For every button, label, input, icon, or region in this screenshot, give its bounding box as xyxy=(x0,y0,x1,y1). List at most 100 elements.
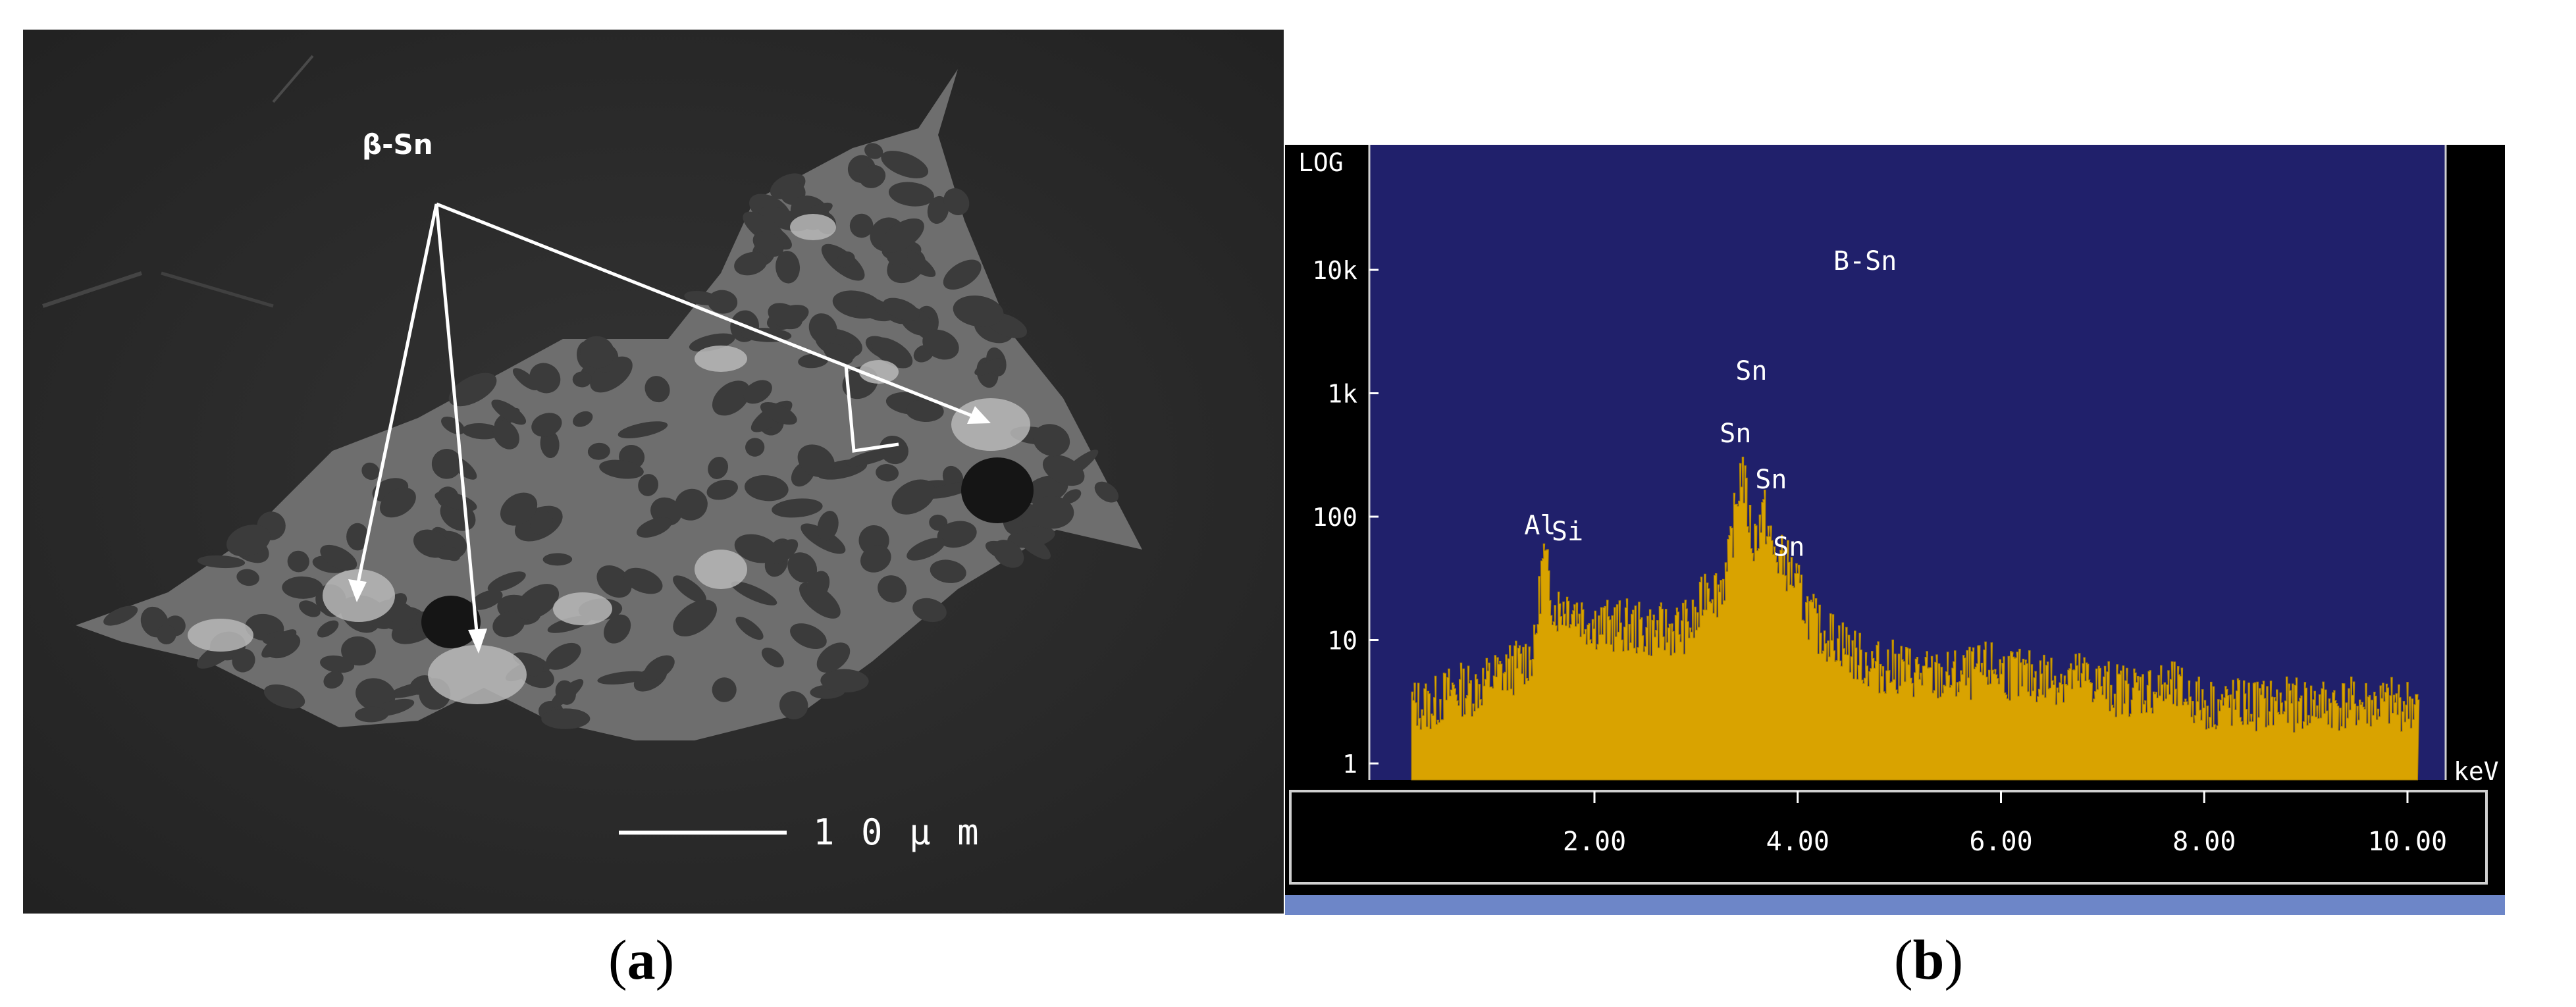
dark-phase-blob xyxy=(879,435,908,465)
dark-phase-blob xyxy=(263,684,305,709)
dark-phase-blob xyxy=(638,474,659,496)
dark-phase-blob xyxy=(287,550,309,573)
dark-phase-blob xyxy=(817,511,839,541)
dark-phase-blob xyxy=(876,464,899,482)
dark-phase-blobs xyxy=(103,143,1119,729)
dark-phase-blob xyxy=(1063,489,1082,504)
dark-phase-blob xyxy=(500,492,538,526)
dark-phase-blob xyxy=(1033,424,1070,457)
dark-phase-blob xyxy=(837,251,855,268)
dark-phase-blob xyxy=(540,429,560,459)
peak-label: Sn xyxy=(1755,465,1787,495)
dark-phase-blob xyxy=(924,482,973,499)
dark-phase-blob xyxy=(573,411,593,427)
dark-phase-blob xyxy=(883,297,920,321)
dark-phase-blob xyxy=(531,413,562,437)
dark-phase-blob xyxy=(675,488,708,521)
dark-phase-blob xyxy=(706,479,738,500)
dark-phase-blob xyxy=(797,444,835,477)
dark-phase-blob xyxy=(103,606,138,626)
dark-phase-blob xyxy=(772,498,823,518)
beta-sn-bright-region xyxy=(695,346,747,372)
dark-phase-blob xyxy=(361,462,380,480)
y-tick-label: 100 xyxy=(1312,503,1357,532)
dark-phase-blob xyxy=(491,400,527,425)
dark-phase-blob xyxy=(599,459,644,479)
dark-phase-blob xyxy=(355,706,389,723)
dark-phase-blob xyxy=(937,521,977,548)
dark-phase-blob xyxy=(299,600,321,617)
dark-phase-blob xyxy=(881,151,929,178)
dark-phase-blob xyxy=(512,368,539,391)
beta-sn-bright-region xyxy=(428,645,527,704)
annotation-arrows xyxy=(355,202,978,639)
dark-phase-blob xyxy=(806,571,830,602)
pore xyxy=(961,457,1034,523)
dark-phase-blob xyxy=(596,565,632,598)
dark-phase-blob xyxy=(912,598,947,623)
dark-phase-blob xyxy=(603,614,631,644)
dark-phase-blob xyxy=(953,296,1004,327)
dark-phase-blob xyxy=(760,402,797,425)
dark-phase-blob xyxy=(787,552,818,583)
dark-phase-blob xyxy=(930,559,966,583)
dark-phase-blob xyxy=(320,544,357,571)
dark-phase-blob xyxy=(768,303,802,330)
dark-phase-blob xyxy=(859,165,886,188)
y-tick-label: 10 xyxy=(1327,627,1357,656)
dark-phase-blob xyxy=(487,571,526,592)
beta-sn-bright-region xyxy=(859,360,899,384)
y-axis-title: LOG xyxy=(1298,148,1344,177)
dark-phase-blob xyxy=(888,182,934,207)
dark-phase-blob xyxy=(712,380,750,416)
dark-phase-blob xyxy=(448,373,497,407)
sem-image xyxy=(23,30,1284,914)
dark-phase-blob xyxy=(744,475,789,502)
dark-phase-blob xyxy=(864,143,883,159)
beta-sn-bright-region xyxy=(695,550,747,589)
dark-phase-blob xyxy=(1030,496,1074,529)
dark-phase-blob xyxy=(587,442,610,460)
dark-phase-blob xyxy=(871,337,913,369)
peak-label: Si xyxy=(1552,517,1583,547)
dark-phase-blob xyxy=(708,456,729,479)
dark-phase-blob xyxy=(943,259,982,290)
dark-phase-blob xyxy=(878,575,907,603)
beta-sn-bright-region xyxy=(188,619,253,652)
dark-phase-blob xyxy=(673,600,717,636)
pore xyxy=(421,596,481,648)
beta-sn-bright-regions xyxy=(188,214,1034,704)
dark-phase-blob xyxy=(597,671,649,684)
dark-phase-blob xyxy=(546,642,581,670)
scale-bar-label: 1 0 μ m xyxy=(813,812,982,853)
bottom-strip xyxy=(1285,895,2505,915)
dark-phase-blob xyxy=(236,569,259,586)
dark-phase-blob xyxy=(541,708,591,729)
peak-label: Sn xyxy=(1735,356,1767,386)
dark-phase-blob xyxy=(572,371,592,388)
dark-phase-blob xyxy=(820,669,869,693)
panel-b-letter: b xyxy=(1912,928,1945,991)
dark-phase-blob xyxy=(673,575,706,603)
dark-phase-blob xyxy=(816,642,851,673)
dark-phase-blob xyxy=(380,487,416,518)
dark-phase-blob xyxy=(974,358,1004,376)
dark-phase-blob xyxy=(580,336,615,369)
x-tick-label: 4.00 xyxy=(1766,827,1829,857)
beta-sn-bright-region xyxy=(790,214,836,240)
dark-phase-blob xyxy=(637,517,672,538)
dark-phase-blob xyxy=(197,555,246,569)
dark-phase-blob xyxy=(731,581,777,606)
dark-phase-blob xyxy=(943,188,970,216)
x-tick-label: 2.00 xyxy=(1563,827,1626,857)
chart-title: B-Sn xyxy=(1833,246,1897,276)
dark-phase-blob xyxy=(891,479,935,515)
dark-phase-blob xyxy=(860,545,891,573)
x-tick-label: 8.00 xyxy=(2172,827,2236,857)
dark-phase-blob xyxy=(461,423,502,440)
spectrum-area xyxy=(1411,456,2420,781)
dark-phase-blob xyxy=(431,449,462,479)
dark-phase-blob xyxy=(323,671,344,689)
